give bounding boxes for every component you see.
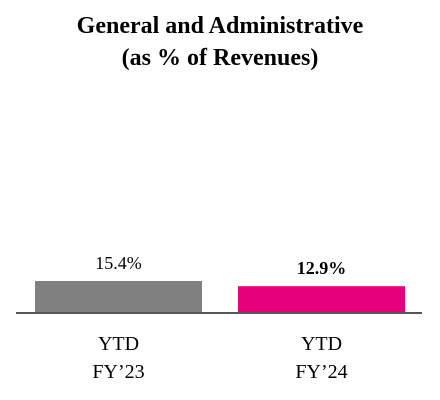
chart-subtitle: (as % of Revenues) — [121, 45, 319, 71]
category-label-1-line2: FY’23 — [92, 361, 144, 383]
chart-title: General and Administrative — [76, 13, 364, 39]
category-label-2-line2: FY’24 — [295, 361, 347, 383]
bar-2 — [238, 286, 405, 313]
data-label-2: 12.9% — [297, 258, 347, 278]
bar-1 — [35, 281, 202, 313]
bars-group — [35, 281, 405, 313]
category-label-2-line1: YTD — [301, 333, 342, 355]
chart-title-block: General and Administrative (as % of Reve… — [0, 10, 440, 74]
category-label-1-line1: YTD — [98, 333, 139, 355]
labels-group: 15.4% YTD FY’23 12.9% YTD FY’24 — [92, 253, 347, 383]
data-label-1: 15.4% — [95, 253, 142, 273]
